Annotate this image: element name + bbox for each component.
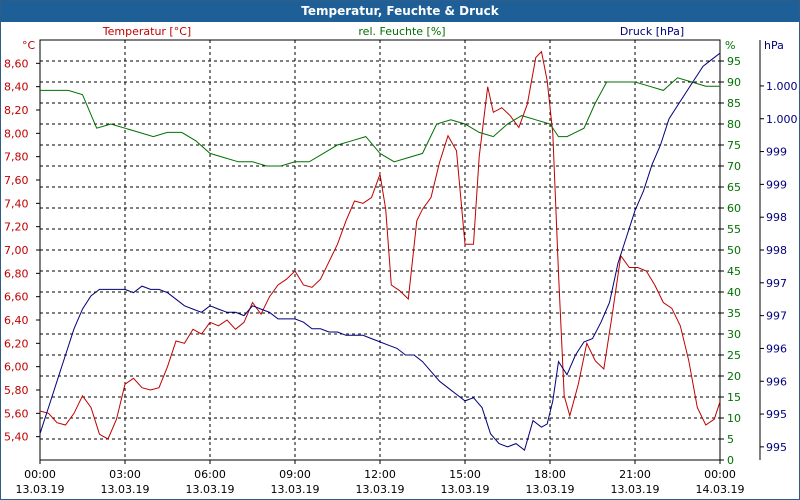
date-tick-label: 13.03.19: [101, 483, 150, 496]
temperature-tick-label: 6,80: [4, 267, 29, 280]
date-tick-label: 13.03.19: [356, 483, 405, 496]
pressure-tick-label: 998: [766, 244, 787, 257]
humidity-axis-ticks: 0 5 10 15 20 25 30 35 40 45 50 55 60 65 70 75 80 85 90 95: [720, 55, 741, 467]
temperature-tick-label: 7,80: [4, 151, 29, 164]
temperature-tick-label: 7,20: [4, 221, 29, 234]
humidity-tick-label: 40: [727, 286, 741, 299]
temperature-tick-label: 8,20: [4, 104, 29, 117]
date-tick-label: 13.03.19: [526, 483, 575, 496]
date-tick-label: 13.03.19: [271, 483, 320, 496]
temperature-tick-label: 5,60: [4, 407, 29, 420]
series-lines: [39, 50, 721, 452]
pressure-axis-ticks: 995 995 996 996 997 997 998 998 999 999 1.000 1.000: [760, 80, 798, 454]
temperature-axis-label: Temperatur [°C]: [102, 25, 191, 38]
pressure-axis-label: Druck [hPa]: [620, 25, 684, 38]
time-tick-label: 18:00: [534, 468, 566, 481]
humidity-axis-label: rel. Feuchte [%]: [358, 25, 445, 38]
date-tick-label: 13.03.19: [16, 483, 65, 496]
temperature-tick-label: 5,40: [4, 431, 29, 444]
pressure-tick-label: 999: [766, 178, 787, 191]
time-tick-label: 09:00: [279, 468, 311, 481]
humidity-tick-label: 55: [727, 223, 741, 236]
temperature-tick-label: 6,20: [4, 337, 29, 350]
pressure-tick-label: 997: [766, 277, 787, 290]
pressure-tick-label: 996: [766, 375, 787, 388]
humidity-tick-label: 10: [727, 412, 741, 425]
temperature-tick-label: 6,00: [4, 361, 29, 374]
humidity-tick-label: 95: [727, 55, 741, 68]
humidity-tick-label: 90: [727, 76, 741, 89]
pressure-tick-label: 996: [766, 342, 787, 355]
pressure-unit: hPa: [764, 39, 784, 52]
time-tick-label: 00:00: [704, 468, 736, 481]
date-tick-label: 14.03.19: [696, 483, 745, 496]
temperature-tick-label: 5,80: [4, 384, 29, 397]
temperature-tick-label: 7,00: [4, 244, 29, 257]
temperature-tick-label: 8,00: [4, 127, 29, 140]
time-axis-ticks: 00:00 13.03.19 03:00 13.03.19 06:00 13.03.19 0…: [16, 460, 745, 496]
humidity-tick-label: 25: [727, 349, 741, 362]
humidity-tick-label: 65: [727, 181, 741, 194]
temperature-axis-ticks: 5,40 5,60 5,80 6,00 6,20 6,40 6,60 6,80 7,00 7,20…: [4, 57, 40, 444]
date-tick-label: 13.03.19: [611, 483, 660, 496]
window-title: Temperatur, Feuchte & Druck: [1, 1, 799, 22]
pressure-tick-label: 1.000: [766, 80, 798, 93]
humidity-tick-label: 5: [727, 433, 734, 446]
temperature-tick-label: 7,40: [4, 197, 29, 210]
humidity-tick-label: 85: [727, 97, 741, 110]
series-line-pressure: [39, 52, 721, 452]
temperature-tick-label: 6,60: [4, 291, 29, 304]
pressure-tick-label: 995: [766, 441, 787, 454]
time-tick-label: 06:00: [194, 468, 226, 481]
humidity-tick-label: 35: [727, 307, 741, 320]
humidity-tick-label: 75: [727, 139, 741, 152]
humidity-tick-label: 30: [727, 328, 741, 341]
date-tick-label: 13.03.19: [441, 483, 490, 496]
humidity-tick-label: 70: [727, 160, 741, 173]
humidity-tick-label: 50: [727, 244, 741, 257]
time-tick-label: 03:00: [109, 468, 141, 481]
time-tick-label: 15:00: [449, 468, 481, 481]
temperature-tick-label: 8,60: [4, 57, 29, 70]
grid-lines: [40, 40, 720, 460]
temperature-tick-label: 6,40: [4, 314, 29, 327]
temperature-tick-label: 8,40: [4, 81, 29, 94]
pressure-tick-label: 999: [766, 146, 787, 159]
humidity-tick-label: 80: [727, 118, 741, 131]
time-tick-label: 21:00: [619, 468, 651, 481]
series-line-humidity: [40, 77, 720, 167]
temperature-unit: °C: [22, 39, 36, 52]
time-tick-label: 12:00: [364, 468, 396, 481]
pressure-tick-label: 995: [766, 408, 787, 421]
pressure-tick-label: 1.000: [766, 113, 798, 126]
pressure-tick-label: 997: [766, 310, 787, 323]
humidity-tick-label: 15: [727, 391, 741, 404]
humidity-tick-label: 45: [727, 265, 741, 278]
humidity-tick-label: 0: [727, 454, 734, 467]
date-tick-label: 13.03.19: [186, 483, 235, 496]
humidity-unit: %: [725, 39, 735, 52]
series-line-temperature: [39, 50, 721, 440]
humidity-tick-label: 20: [727, 370, 741, 383]
time-tick-label: 00:00: [24, 468, 56, 481]
humidity-tick-label: 60: [727, 202, 741, 215]
temperature-tick-label: 7,60: [4, 174, 29, 187]
pressure-tick-label: 998: [766, 211, 787, 224]
